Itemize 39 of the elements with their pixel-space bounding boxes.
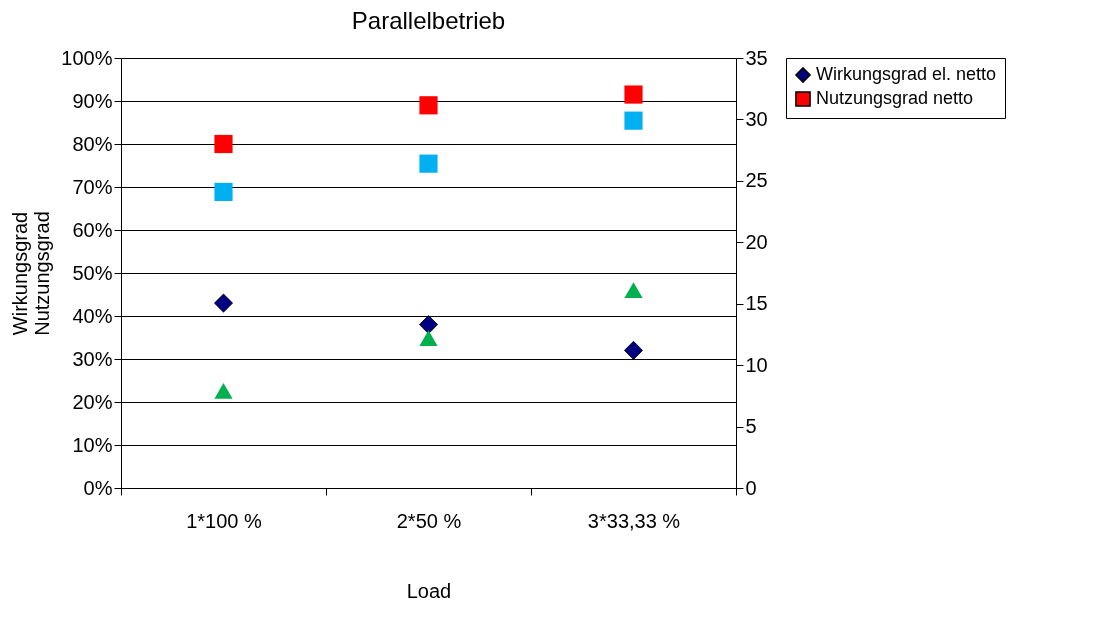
point: [624, 340, 643, 360]
point: [214, 182, 233, 201]
point: [419, 96, 438, 115]
y-tick-label: 10%: [72, 433, 113, 456]
point: [419, 330, 438, 346]
point: [214, 383, 233, 399]
x-tick-label: 2*50 %: [396, 509, 462, 532]
y-tick-label: 20%: [72, 390, 113, 413]
point: [419, 315, 438, 335]
y2-tick-label: 35: [745, 46, 768, 69]
y2-tick-label: 0: [745, 476, 757, 499]
y2-tick-label: 5: [745, 415, 757, 438]
y-tick-label: 60%: [72, 218, 113, 241]
y-tick-label: 100%: [61, 46, 113, 69]
y-tick-label: 0%: [83, 476, 113, 499]
y-tick-label: 30%: [72, 347, 113, 370]
y-tick-label: 80%: [72, 132, 113, 155]
y2-tick-label: 15: [745, 292, 768, 315]
y2-tick-label: 10: [745, 353, 768, 376]
y-axis-title: Wirkungsgrad Nutzungsgrad: [9, 211, 54, 336]
point: [419, 154, 438, 173]
x-tick-label: 3*33,33 %: [587, 509, 681, 532]
point: [624, 111, 643, 130]
y2-tick-label: 20: [745, 230, 768, 253]
x-tick-label: 1*100 %: [186, 509, 263, 532]
point: [624, 85, 643, 104]
y-tick-label: 70%: [72, 175, 113, 198]
point: [624, 282, 643, 299]
chart-title: Parallelbetrieb: [351, 7, 506, 34]
y-tick-label: 50%: [72, 261, 113, 284]
y2-tick-label: 25: [745, 169, 768, 192]
legend-label: Nutzungsgrad netto: [816, 88, 974, 108]
y2-tick-label: 30: [745, 107, 768, 130]
point: [214, 134, 233, 154]
y-tick-label: 40%: [72, 304, 113, 327]
x-axis-title: Load: [406, 579, 452, 602]
legend-label: Wirkungsgrad el. netto: [816, 64, 997, 84]
y-tick-label: 90%: [72, 89, 113, 112]
point: [214, 293, 233, 313]
